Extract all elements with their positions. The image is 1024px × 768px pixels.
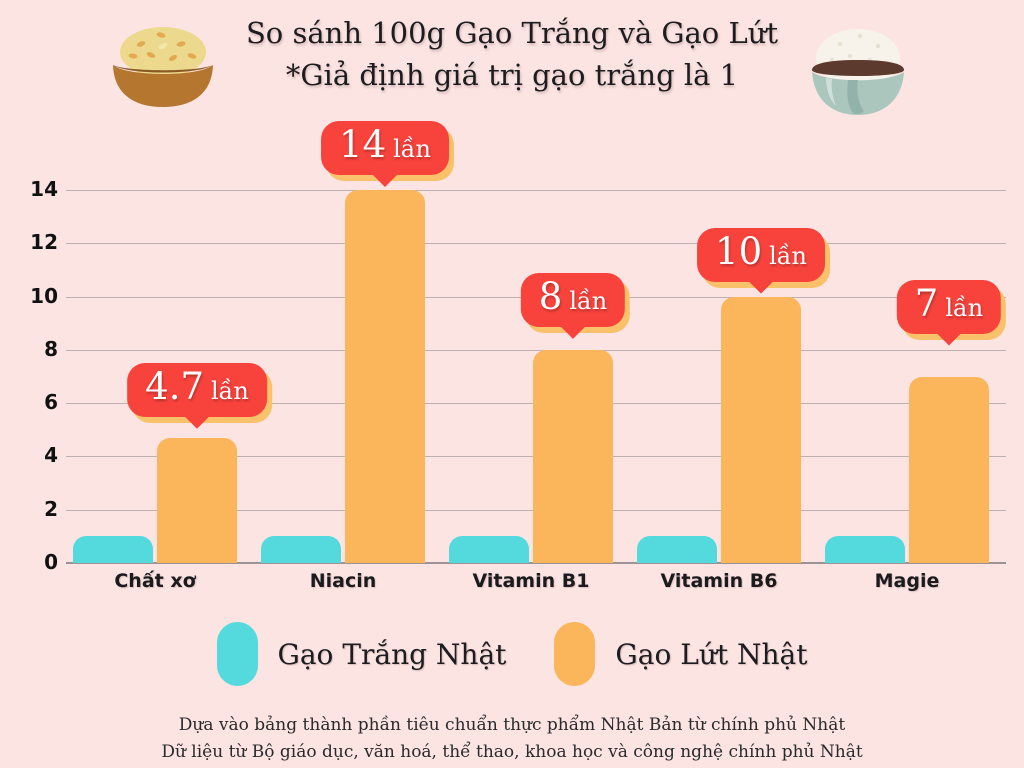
value-badge-4: 7 lần [896, 279, 1002, 334]
brown-rice-bowl-icon [113, 27, 213, 107]
badge-unit: lần [211, 376, 249, 405]
white-rice-bowl-icon [812, 29, 904, 115]
x-label-4: Magie [874, 570, 940, 592]
value-badge-3: 10 lần [697, 227, 825, 282]
x-label-1: Niacin [309, 570, 377, 592]
legend-label-white-rice: Gạo Trắng Nhật [277, 637, 507, 671]
bar-brown-rice-4 [909, 376, 989, 563]
badge-value: 4.7 [145, 364, 204, 408]
badge-unit: lần [945, 293, 984, 322]
source-note: Dựa vào bảng thành phần tiêu chuẩn thực … [0, 712, 1024, 766]
legend: Gạo Trắng Nhật Gạo Lứt Nhật [0, 622, 1024, 686]
white-rice-swatch [216, 622, 258, 686]
badge-unit: lần [569, 286, 608, 315]
bar-brown-rice-3 [721, 296, 801, 563]
gridline-12 [66, 243, 1006, 245]
x-label-0: Chất xơ [114, 570, 196, 592]
source-line-2: Dữ liệu từ Bộ giáo dục, văn hoá, thể tha… [161, 742, 863, 762]
bar-brown-rice-1 [345, 190, 425, 563]
badge-value: 14 [339, 123, 387, 166]
bar-white-rice-1 [261, 536, 341, 563]
bar-brown-rice-0 [157, 437, 237, 563]
source-line-1: Dựa vào bảng thành phần tiêu chuẩn thực … [178, 715, 846, 735]
bar-brown-rice-2 [533, 349, 613, 563]
value-badge-2: 8 lần [520, 272, 626, 327]
x-label-2: Vitamin B1 [472, 570, 590, 592]
brown-rice-swatch [554, 622, 596, 686]
badge-value: 10 [715, 229, 763, 273]
gridline-8 [66, 349, 1006, 351]
badge-value: 8 [538, 274, 563, 318]
value-badge-1: 14 lần [321, 121, 449, 175]
badge-value: 7 [914, 281, 939, 325]
bar-white-rice-2 [449, 536, 529, 563]
y-tick-label-2: 2 [44, 496, 58, 521]
y-tick-label-8: 8 [44, 336, 58, 361]
page-subtitle: *Giả định giá trị gạo trắng là 1 [285, 58, 739, 92]
legend-label-brown-rice: Gạo Lứt Nhật [615, 637, 808, 671]
y-tick-label-6: 6 [44, 390, 58, 415]
badge-unit: lần [393, 135, 431, 163]
y-tick-label-10: 10 [30, 283, 58, 308]
title-block: So sánh 100g Gạo Trắng và Gạo Lứt *Giả đ… [0, 12, 1024, 96]
badge-unit: lần [769, 241, 807, 270]
bar-white-rice-4 [825, 536, 905, 563]
x-label-3: Vitamin B6 [660, 570, 778, 592]
gridline-14 [66, 190, 1006, 191]
y-tick-label-4: 4 [44, 443, 58, 468]
page-title: So sánh 100g Gạo Trắng và Gạo Lứt [245, 16, 779, 50]
value-badge-0: 4.7 lần [127, 362, 267, 417]
bar-white-rice-0 [73, 536, 153, 563]
bar-white-rice-3 [637, 536, 717, 563]
legend-item-white-rice: Gạo Trắng Nhật [216, 622, 507, 686]
chart-plot-area: 4.7 lần 14 lần 8 lần 10 lần 7 lần [66, 121, 1006, 564]
legend-item-brown-rice: Gạo Lứt Nhật [554, 622, 808, 686]
y-tick-label-0: 0 [44, 550, 58, 574]
x-axis-line [66, 562, 1006, 564]
y-tick-label-14: 14 [30, 177, 58, 201]
y-tick-label-12: 12 [30, 230, 58, 255]
